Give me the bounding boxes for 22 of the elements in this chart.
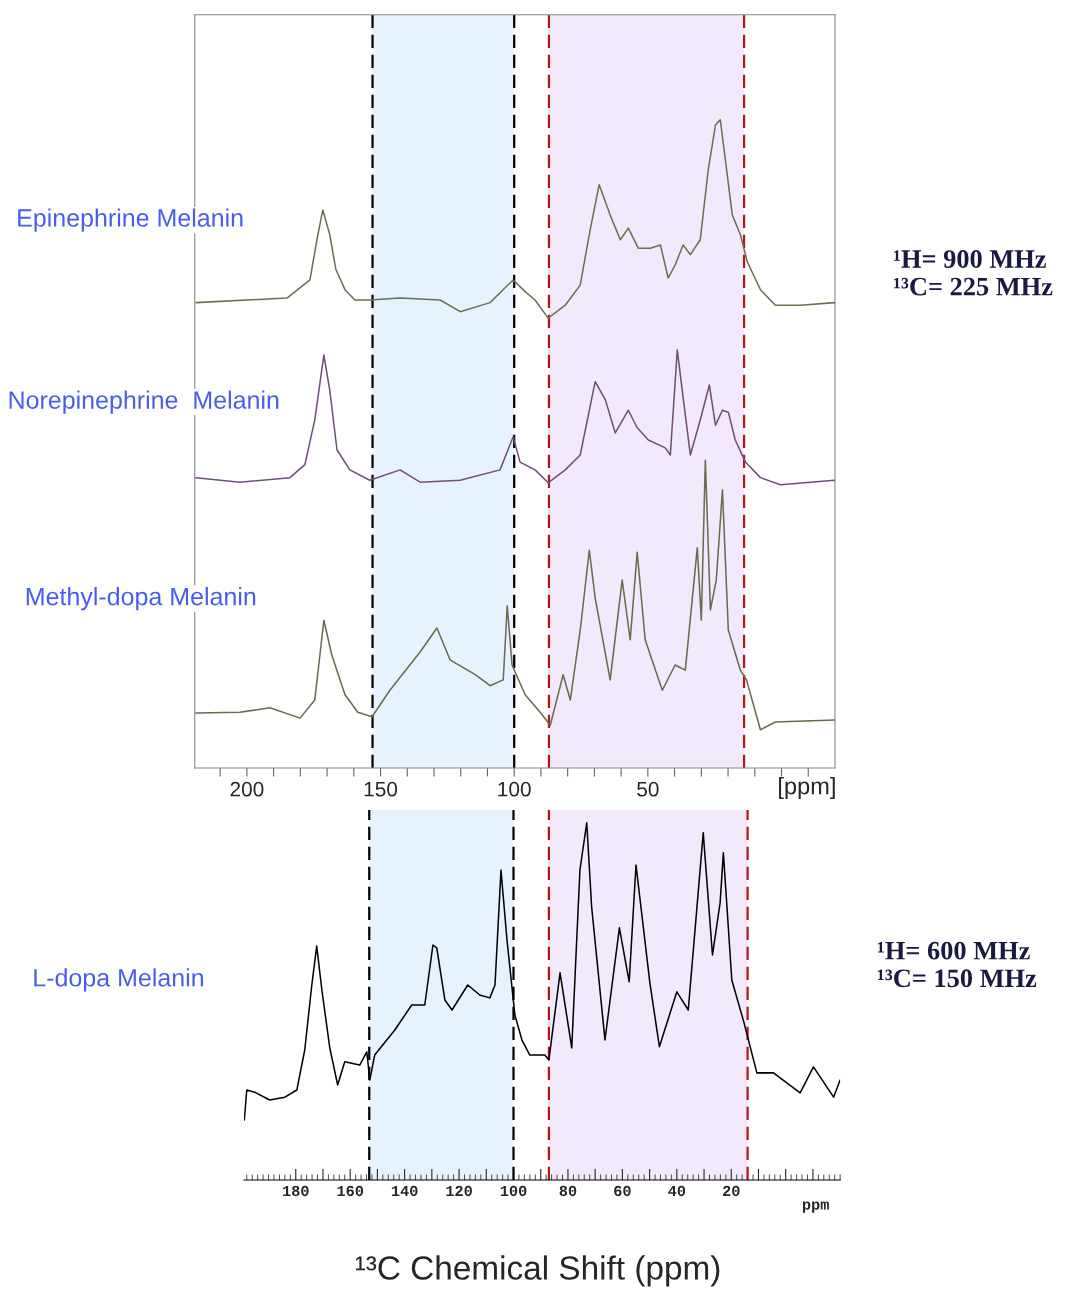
x-tick-label: 100 (500, 1185, 527, 1197)
x-tick-label: 200 (230, 781, 264, 797)
x-tick-label: 150 (364, 781, 398, 797)
x-tick-label: 50 (637, 781, 659, 797)
text: ¹³C Chemical Shift (ppm) (355, 1255, 720, 1287)
x-axis-title: [ppm] (779, 777, 835, 800)
x-axis-title: ppm (802, 1201, 829, 1213)
x-tick-label: 140 (391, 1185, 418, 1197)
x-tick-label: 100 (498, 781, 531, 797)
text: ¹H= 900 MHz ¹³C= 225 MHz (894, 250, 1053, 296)
text: ¹H= 600 MHz ¹³C= 150 MHz (877, 941, 1037, 988)
x-tick-label: 120 (446, 1185, 472, 1197)
x-tick-label: 80 (559, 1185, 577, 1197)
x-tick-label: 60 (614, 1185, 631, 1197)
x-tick-label: 20 (723, 1185, 740, 1197)
x-tick-label: 160 (337, 1185, 364, 1197)
x-tick-label: 180 (283, 1185, 309, 1197)
series-label: Norepinephrine Melanin (9, 390, 279, 414)
text: L-dopa Melanin (34, 968, 203, 992)
text: Methyl-dopa Melanin (26, 587, 256, 611)
x-tick-label: 40 (668, 1185, 686, 1197)
text: Epinephrine Melanin (18, 208, 243, 232)
